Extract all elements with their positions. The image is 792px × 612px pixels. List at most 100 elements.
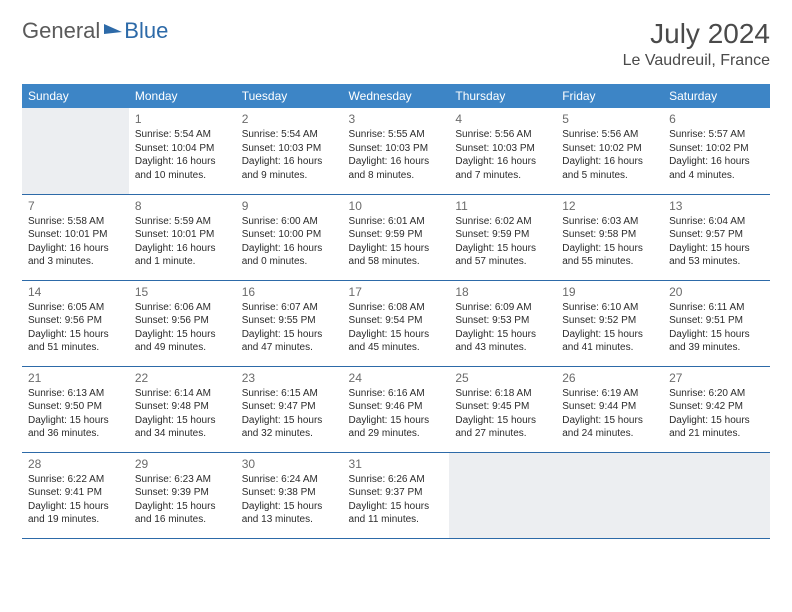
logo-triangle-icon — [104, 22, 122, 34]
sunrise-text: Sunrise: 6:19 AM — [562, 387, 657, 401]
sunrise-text: Sunrise: 6:22 AM — [28, 473, 123, 487]
sunset-text: Sunset: 9:38 PM — [242, 486, 337, 500]
day-number: 24 — [349, 370, 444, 386]
calendar-cell-blank — [556, 452, 663, 538]
calendar-cell: 6Sunrise: 5:57 AMSunset: 10:02 PMDayligh… — [663, 108, 770, 194]
day-number: 30 — [242, 456, 337, 472]
day-number: 17 — [349, 284, 444, 300]
calendar-cell: 21Sunrise: 6:13 AMSunset: 9:50 PMDayligh… — [22, 366, 129, 452]
sunset-text: Sunset: 10:00 PM — [242, 228, 337, 242]
sunset-text: Sunset: 9:42 PM — [669, 400, 764, 414]
calendar-cell: 11Sunrise: 6:02 AMSunset: 9:59 PMDayligh… — [449, 194, 556, 280]
daylight-text: Daylight: 15 hours and 16 minutes. — [135, 500, 230, 527]
calendar-cell: 13Sunrise: 6:04 AMSunset: 9:57 PMDayligh… — [663, 194, 770, 280]
calendar-cell: 9Sunrise: 6:00 AMSunset: 10:00 PMDayligh… — [236, 194, 343, 280]
sunset-text: Sunset: 9:45 PM — [455, 400, 550, 414]
sunrise-text: Sunrise: 6:11 AM — [669, 301, 764, 315]
calendar-cell: 19Sunrise: 6:10 AMSunset: 9:52 PMDayligh… — [556, 280, 663, 366]
sunrise-text: Sunrise: 6:00 AM — [242, 215, 337, 229]
sunrise-text: Sunrise: 6:03 AM — [562, 215, 657, 229]
day-number: 15 — [135, 284, 230, 300]
day-number: 11 — [455, 198, 550, 214]
sunset-text: Sunset: 9:56 PM — [28, 314, 123, 328]
daylight-text: Daylight: 15 hours and 34 minutes. — [135, 414, 230, 441]
calendar-cell: 18Sunrise: 6:09 AMSunset: 9:53 PMDayligh… — [449, 280, 556, 366]
sunrise-text: Sunrise: 6:02 AM — [455, 215, 550, 229]
sunset-text: Sunset: 9:57 PM — [669, 228, 764, 242]
sunset-text: Sunset: 10:03 PM — [349, 142, 444, 156]
weekday-header: Monday — [129, 84, 236, 108]
calendar-cell: 29Sunrise: 6:23 AMSunset: 9:39 PMDayligh… — [129, 452, 236, 538]
calendar-cell: 24Sunrise: 6:16 AMSunset: 9:46 PMDayligh… — [343, 366, 450, 452]
calendar-cell: 10Sunrise: 6:01 AMSunset: 9:59 PMDayligh… — [343, 194, 450, 280]
sunset-text: Sunset: 9:44 PM — [562, 400, 657, 414]
header: General Blue July 2024 Le Vaudreuil, Fra… — [22, 18, 770, 70]
sunset-text: Sunset: 9:47 PM — [242, 400, 337, 414]
daylight-text: Daylight: 15 hours and 24 minutes. — [562, 414, 657, 441]
calendar-cell: 31Sunrise: 6:26 AMSunset: 9:37 PMDayligh… — [343, 452, 450, 538]
sunset-text: Sunset: 10:01 PM — [28, 228, 123, 242]
calendar-body: 1Sunrise: 5:54 AMSunset: 10:04 PMDayligh… — [22, 108, 770, 538]
daylight-text: Daylight: 16 hours and 0 minutes. — [242, 242, 337, 269]
daylight-text: Daylight: 16 hours and 5 minutes. — [562, 155, 657, 182]
day-number: 14 — [28, 284, 123, 300]
calendar-cell: 2Sunrise: 5:54 AMSunset: 10:03 PMDayligh… — [236, 108, 343, 194]
logo: General Blue — [22, 18, 168, 44]
sunset-text: Sunset: 9:56 PM — [135, 314, 230, 328]
daylight-text: Daylight: 15 hours and 36 minutes. — [28, 414, 123, 441]
calendar-cell: 25Sunrise: 6:18 AMSunset: 9:45 PMDayligh… — [449, 366, 556, 452]
sunset-text: Sunset: 9:51 PM — [669, 314, 764, 328]
calendar-row: 14Sunrise: 6:05 AMSunset: 9:56 PMDayligh… — [22, 280, 770, 366]
sunrise-text: Sunrise: 5:58 AM — [28, 215, 123, 229]
sunset-text: Sunset: 9:41 PM — [28, 486, 123, 500]
day-number: 2 — [242, 111, 337, 127]
day-number: 19 — [562, 284, 657, 300]
sunrise-text: Sunrise: 5:54 AM — [135, 128, 230, 142]
daylight-text: Daylight: 15 hours and 58 minutes. — [349, 242, 444, 269]
calendar-cell: 30Sunrise: 6:24 AMSunset: 9:38 PMDayligh… — [236, 452, 343, 538]
day-number: 31 — [349, 456, 444, 472]
location-label: Le Vaudreuil, France — [623, 52, 770, 70]
logo-text-1: General — [22, 18, 100, 44]
daylight-text: Daylight: 16 hours and 9 minutes. — [242, 155, 337, 182]
day-number: 13 — [669, 198, 764, 214]
logo-text-2: Blue — [124, 18, 168, 44]
daylight-text: Daylight: 15 hours and 41 minutes. — [562, 328, 657, 355]
day-number: 26 — [562, 370, 657, 386]
sunset-text: Sunset: 9:52 PM — [562, 314, 657, 328]
sunrise-text: Sunrise: 5:59 AM — [135, 215, 230, 229]
sunrise-text: Sunrise: 6:07 AM — [242, 301, 337, 315]
calendar-row: 7Sunrise: 5:58 AMSunset: 10:01 PMDayligh… — [22, 194, 770, 280]
calendar-cell: 27Sunrise: 6:20 AMSunset: 9:42 PMDayligh… — [663, 366, 770, 452]
sunset-text: Sunset: 9:50 PM — [28, 400, 123, 414]
weekday-header: Saturday — [663, 84, 770, 108]
calendar-cell: 3Sunrise: 5:55 AMSunset: 10:03 PMDayligh… — [343, 108, 450, 194]
daylight-text: Daylight: 15 hours and 47 minutes. — [242, 328, 337, 355]
calendar-cell: 22Sunrise: 6:14 AMSunset: 9:48 PMDayligh… — [129, 366, 236, 452]
calendar-cell: 26Sunrise: 6:19 AMSunset: 9:44 PMDayligh… — [556, 366, 663, 452]
daylight-text: Daylight: 15 hours and 27 minutes. — [455, 414, 550, 441]
sunset-text: Sunset: 9:39 PM — [135, 486, 230, 500]
daylight-text: Daylight: 15 hours and 21 minutes. — [669, 414, 764, 441]
sunrise-text: Sunrise: 6:01 AM — [349, 215, 444, 229]
sunrise-text: Sunrise: 6:08 AM — [349, 301, 444, 315]
sunrise-text: Sunrise: 5:54 AM — [242, 128, 337, 142]
day-number: 28 — [28, 456, 123, 472]
sunrise-text: Sunrise: 6:23 AM — [135, 473, 230, 487]
calendar-head: SundayMondayTuesdayWednesdayThursdayFrid… — [22, 84, 770, 108]
calendar-cell: 12Sunrise: 6:03 AMSunset: 9:58 PMDayligh… — [556, 194, 663, 280]
calendar-cell: 17Sunrise: 6:08 AMSunset: 9:54 PMDayligh… — [343, 280, 450, 366]
sunrise-text: Sunrise: 6:18 AM — [455, 387, 550, 401]
sunset-text: Sunset: 9:54 PM — [349, 314, 444, 328]
sunset-text: Sunset: 10:01 PM — [135, 228, 230, 242]
day-number: 27 — [669, 370, 764, 386]
sunrise-text: Sunrise: 6:09 AM — [455, 301, 550, 315]
weekday-header: Thursday — [449, 84, 556, 108]
weekday-header: Sunday — [22, 84, 129, 108]
daylight-text: Daylight: 15 hours and 55 minutes. — [562, 242, 657, 269]
weekday-row: SundayMondayTuesdayWednesdayThursdayFrid… — [22, 84, 770, 108]
day-number: 10 — [349, 198, 444, 214]
calendar-row: 28Sunrise: 6:22 AMSunset: 9:41 PM Dayligh… — [22, 452, 770, 538]
sunrise-text: Sunrise: 6:13 AM — [28, 387, 123, 401]
day-number: 12 — [562, 198, 657, 214]
